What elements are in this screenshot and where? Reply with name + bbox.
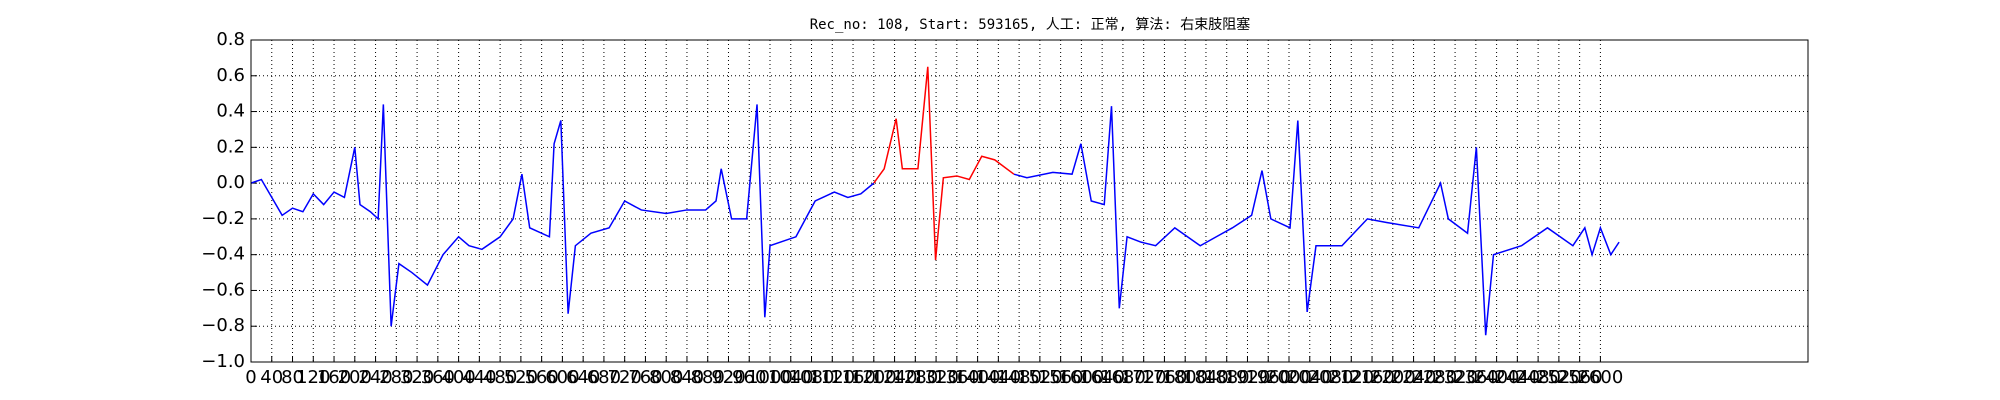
x-tick-label: 640 [566,367,600,388]
x-tick-label: 2160 [1349,367,1395,388]
x-tick-label: 2040 [1287,367,1333,388]
y-tick-label: 0.2 [216,136,245,157]
x-tick-label: 880 [691,367,725,388]
plot-frame [250,39,1809,363]
x-tick-label: 160 [317,367,351,388]
x-tick-label: 120 [296,367,330,388]
x-tick-label: 1760 [1142,367,1188,388]
x-tick-label: 1080 [789,367,835,388]
y-tick-label: −0.6 [201,279,245,300]
x-tick-label: 720 [608,367,642,388]
x-tick-label: 1320 [913,367,959,388]
x-tick-label: 200 [338,367,372,388]
x-tick-label: 1880 [1204,367,1250,388]
x-tick-label: 2120 [1328,367,1374,388]
y-tick-label: 0.4 [216,101,245,122]
x-tick-label: 1360 [934,367,980,388]
x-tick-label: 2520 [1536,367,1582,388]
x-tick-label: 2080 [1308,367,1354,388]
x-tick-label: 2560 [1557,367,1603,388]
x-tick-label: 360 [421,367,455,388]
x-tick-label: 1680 [1100,367,1146,388]
x-tick-label: 400 [441,367,475,388]
x-tick-label: 680 [587,367,621,388]
x-tick-label: 480 [483,367,517,388]
x-tick-label: 1280 [892,367,938,388]
x-tick-label: 2400 [1474,367,1520,388]
line-series [1013,106,1620,336]
x-tick-label: 920 [711,367,745,388]
chart-title: Rec_no: 108, Start: 593165, 人工: 正常, 算法: … [810,16,1251,33]
x-tick-label: 1840 [1183,367,1229,388]
x-tick-label: 2600 [1577,367,1623,388]
x-tick-label: 240 [358,367,392,388]
line-series [873,66,1015,261]
line-series [250,104,875,327]
y-tick-label: −0.2 [201,208,245,229]
x-tick-label: 440 [462,367,496,388]
x-tick-label: 1400 [955,367,1001,388]
x-tick-label: 2200 [1370,367,1416,388]
x-tick-label: 280 [379,367,413,388]
y-tick-label: 0.6 [216,65,245,86]
x-tick-label: 2280 [1411,367,1457,388]
y-tick-label: 0.8 [216,29,245,50]
x-tick-label: 1800 [1162,367,1208,388]
x-tick-label: 2000 [1266,367,1312,388]
x-tick-label: 960 [732,367,766,388]
x-tick-label: 1960 [1245,367,1291,388]
x-tick-label: 2480 [1515,367,1561,388]
x-tick-label: 800 [649,367,683,388]
x-tick-label: 320 [400,367,434,388]
x-tick-label: 1600 [1058,367,1104,388]
x-tick-label: 1720 [1121,367,1167,388]
x-tick-label: 1920 [1225,367,1271,388]
x-tick-label: 1480 [996,367,1042,388]
y-tick-label: −0.4 [201,244,245,265]
y-tick-label: −1.0 [201,351,245,372]
x-tick-label: 40 [260,367,283,388]
x-tick-label: 760 [628,367,662,388]
x-tick-label: 520 [504,367,538,388]
x-tick-label: 2360 [1453,367,1499,388]
x-tick-label: 1160 [830,367,876,388]
x-tick-label: 1120 [809,367,855,388]
x-tick-label: 1240 [872,367,918,388]
x-tick-label: 1520 [1017,367,1063,388]
x-tick-label: 1440 [975,367,1021,388]
x-tick-label: 0 [245,367,256,388]
y-tick-label: −0.8 [201,315,245,336]
x-tick-label: 1040 [768,367,814,388]
x-tick-label: 1200 [851,367,897,388]
x-tick-label: 1560 [1038,367,1084,388]
y-tick-label: 0.0 [216,172,245,193]
x-tick-label: 560 [524,367,558,388]
x-tick-label: 2240 [1391,367,1437,388]
x-tick-label: 2440 [1494,367,1540,388]
x-tick-label: 2320 [1432,367,1478,388]
x-tick-label: 600 [545,367,579,388]
x-tick-label: 1000 [747,367,793,388]
x-tick-label: 80 [281,367,304,388]
x-tick-label: 840 [670,367,704,388]
x-tick-label: 1640 [1079,367,1125,388]
